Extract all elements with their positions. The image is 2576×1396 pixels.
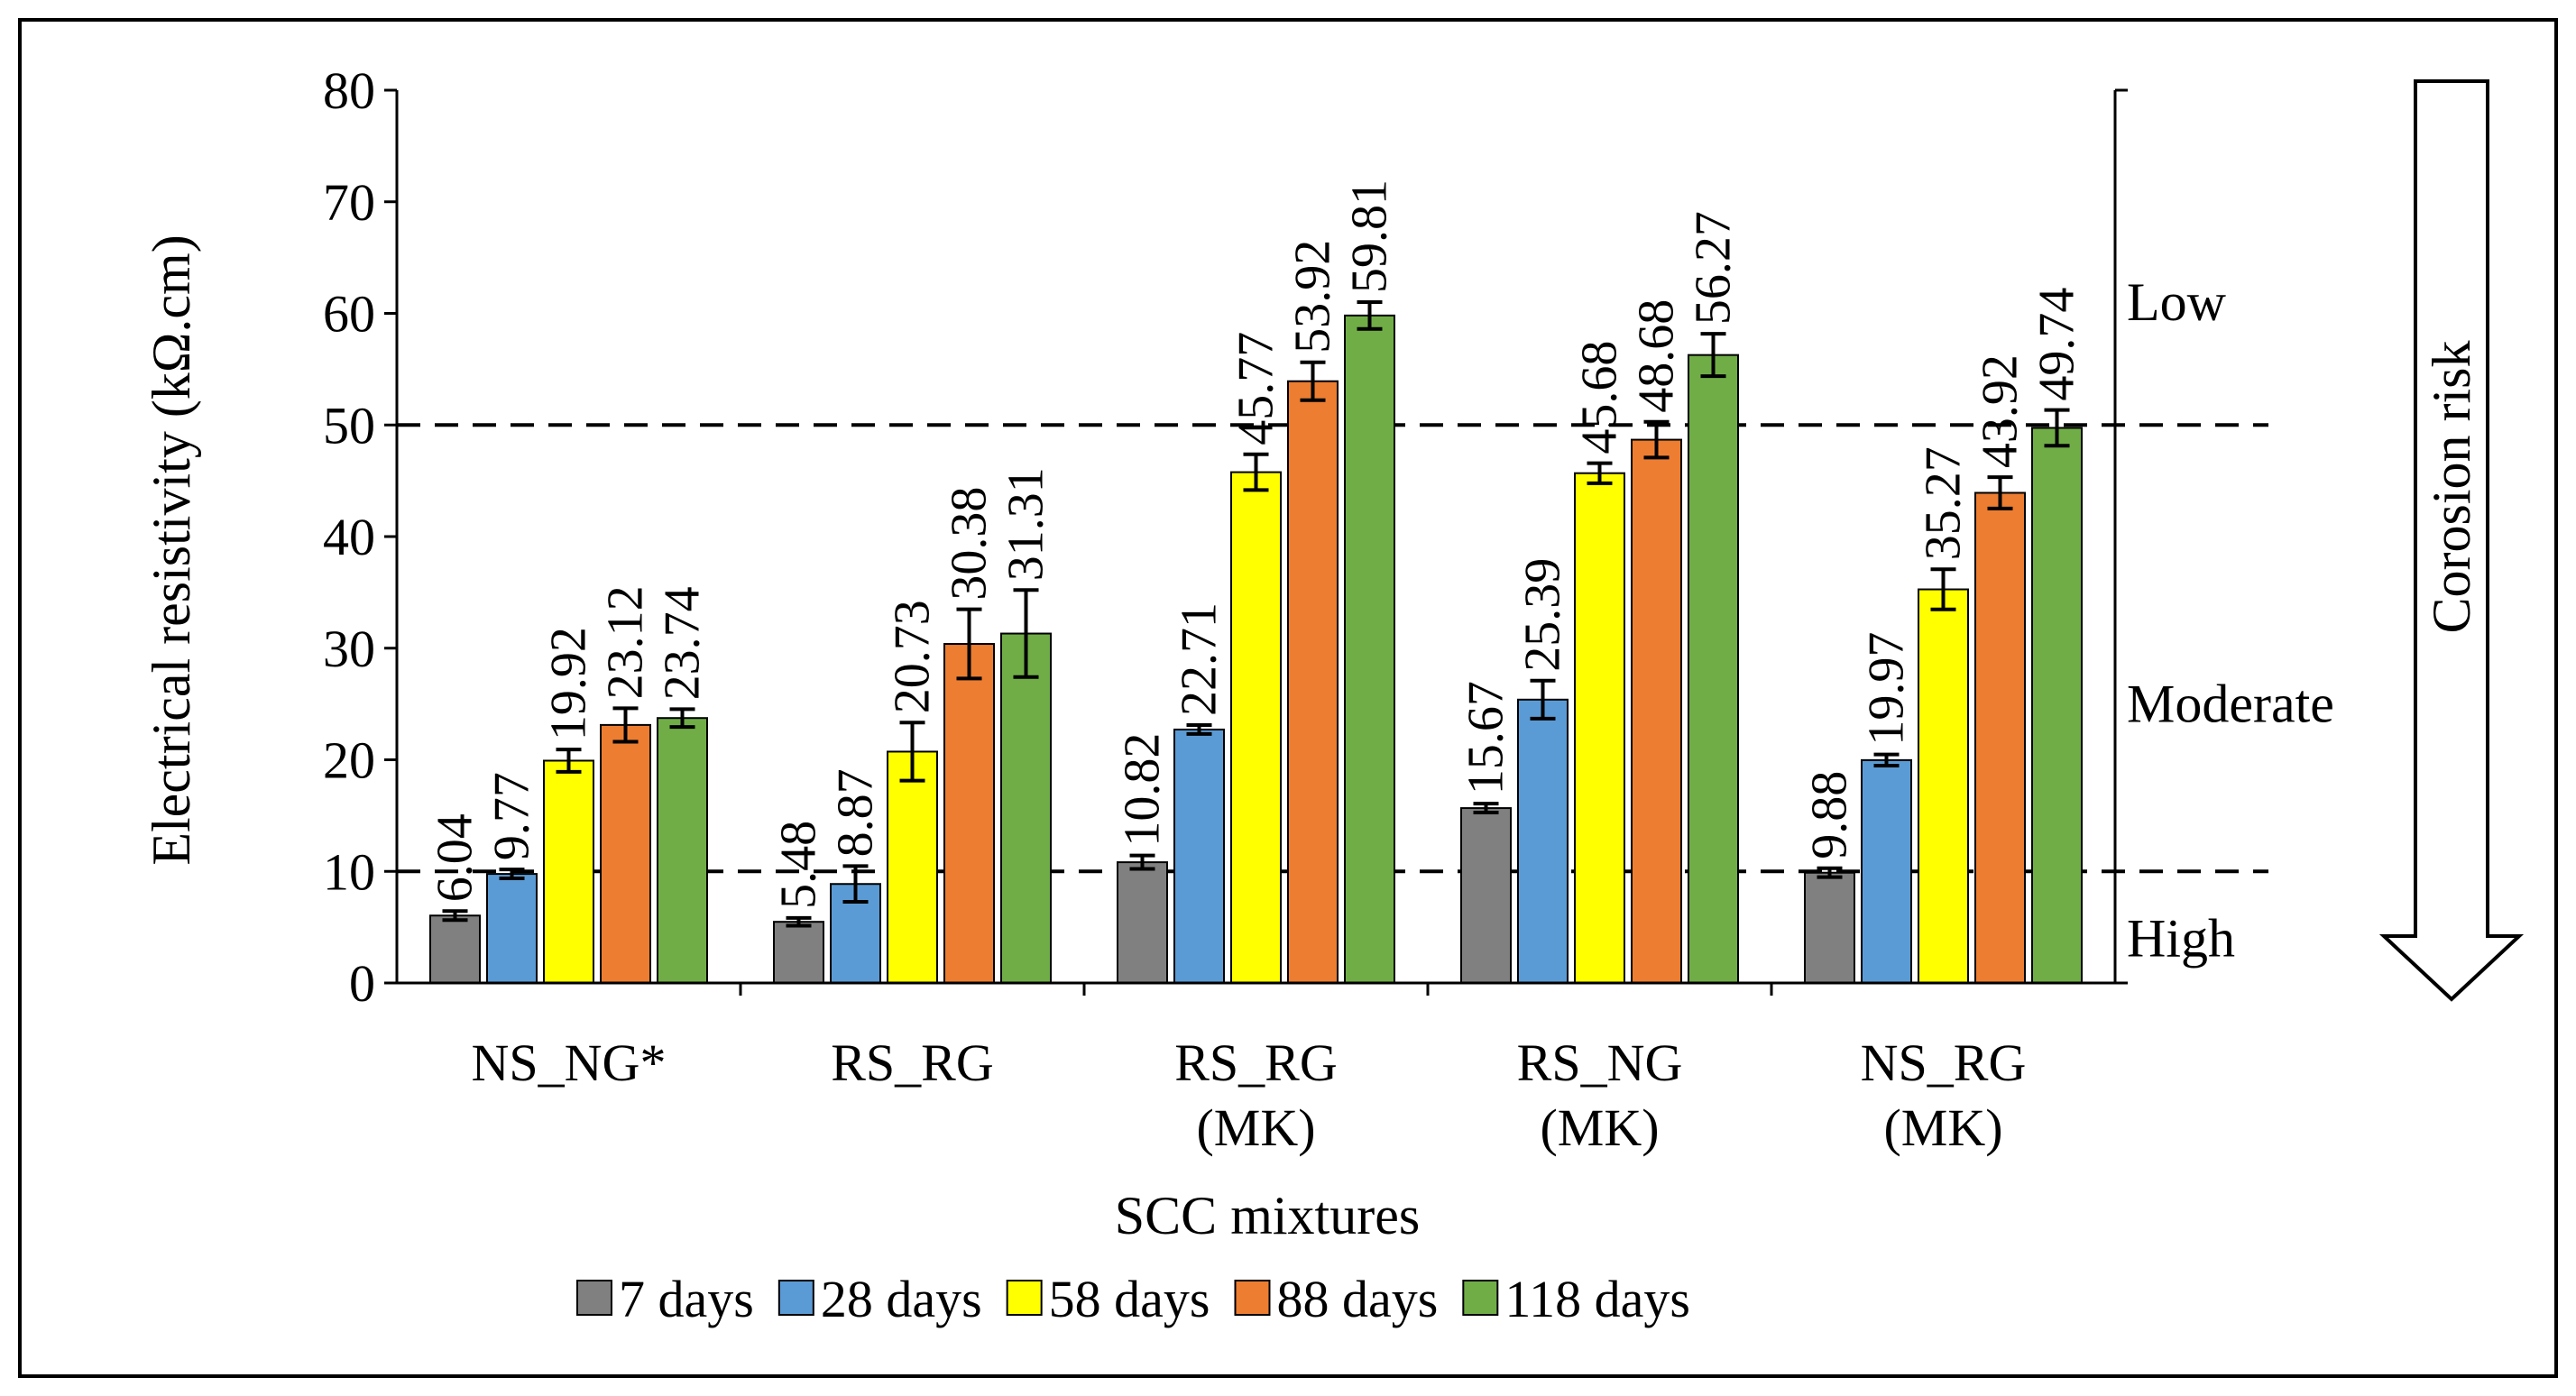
bar [1974,491,2026,984]
bar [1230,471,1282,984]
legend-label: 7 days [619,1270,754,1328]
x-tick-label: RS_RG [831,1033,994,1092]
bar [1344,314,1395,984]
bar [943,643,995,984]
data-label: 45.68 [1572,341,1628,455]
data-label: 56.27 [1686,211,1742,325]
risk-label-low: Low [2127,272,2227,332]
data-label: 25.39 [1515,558,1571,672]
legend-label: 88 days [1276,1270,1438,1328]
y-tick-label: 80 [323,61,375,120]
data-label: 48.68 [1629,299,1685,413]
bar [657,717,708,985]
x-axis-title: SCC mixtures [1115,1186,1420,1245]
bar [486,873,538,984]
x-tick-label: RS_RG [1174,1033,1338,1092]
legend-swatch [1006,1280,1043,1316]
data-label: 19.97 [1859,632,1915,746]
x-tick-label: RS_NG [1517,1033,1683,1092]
legend-swatch [576,1280,612,1316]
data-label: 8.87 [828,768,884,857]
y-axis-title: Electrical resistivity (kΩ.cm) [142,234,201,865]
bar [543,759,594,984]
legend: 7 days 28 days 58 days 88 days 118 days [576,1270,1690,1328]
legend-label: 28 days [821,1270,982,1328]
bar [1574,472,1625,984]
corrosion-risk-panel: Low Moderate High Corosion risk [2127,79,2525,1002]
bar [1517,698,1569,985]
bar [773,921,824,984]
legend-swatch [777,1280,814,1316]
bar [1918,588,1969,984]
data-label: 35.27 [1916,446,1972,560]
bar [1000,632,1052,984]
bar [1117,861,1168,984]
data-label: 31.31 [998,467,1054,581]
y-tick-label: 40 [323,508,375,566]
data-label: 45.77 [1228,332,1284,445]
data-label: 20.73 [885,600,941,713]
bar [1631,438,1682,984]
y-tick-label: 50 [323,396,375,455]
data-label: 43.92 [1973,354,2029,468]
bar [429,914,481,985]
bar [1688,354,1739,984]
bar [1287,380,1339,984]
data-label: 6.04 [428,813,483,902]
data-label: 10.82 [1115,733,1171,847]
data-label: 23.12 [598,585,654,699]
y-tick-label: 10 [323,842,375,901]
data-label: 30.38 [942,487,998,601]
y-tick-label: 70 [323,173,375,232]
x-tick-label: NS_RG [1861,1033,2027,1092]
risk-label-high: High [2127,909,2235,969]
bar [2031,427,2083,984]
x-tick-label: (MK) [1883,1098,2002,1157]
data-label: 9.88 [1802,771,1858,859]
data-label: 9.77 [484,772,540,860]
bar [1861,758,1912,985]
data-label: 53.92 [1285,240,1341,354]
axes: NS_NG* RS_RG RS_RG (MK) RS_NG (MK) NS_RG (MK) 0 1… [323,61,2128,1157]
legend-swatch [1462,1280,1499,1316]
bar [1804,871,1855,984]
data-label: 15.67 [1458,681,1514,794]
risk-label-moderate: Moderate [2127,675,2334,734]
x-tick-label: (MK) [1196,1098,1315,1157]
bars [429,300,2083,985]
data-label: 19.92 [541,627,597,740]
bar [600,723,651,984]
bar [1173,728,1225,984]
y-tick-label: 60 [323,285,375,344]
x-tick-label: NS_NG* [472,1033,667,1092]
y-tick-label: 30 [323,620,375,678]
legend-label: 58 days [1049,1270,1210,1328]
x-tick-label: (MK) [1540,1098,1659,1157]
data-label: 5.48 [771,821,827,909]
data-label: 22.71 [1172,602,1228,716]
data-label: 49.74 [2029,288,2085,401]
down-arrow-icon [2378,79,2525,1002]
risk-title: Corosion risk [2422,340,2481,633]
y-tick-label: 20 [323,731,375,790]
data-label: 59.81 [1342,179,1398,293]
bar [887,750,938,984]
data-label: 23.74 [655,586,711,700]
bar [1460,807,1512,984]
y-tick-label: 0 [349,954,375,1013]
legend-label: 118 days [1504,1270,1690,1328]
legend-swatch [1234,1280,1271,1316]
